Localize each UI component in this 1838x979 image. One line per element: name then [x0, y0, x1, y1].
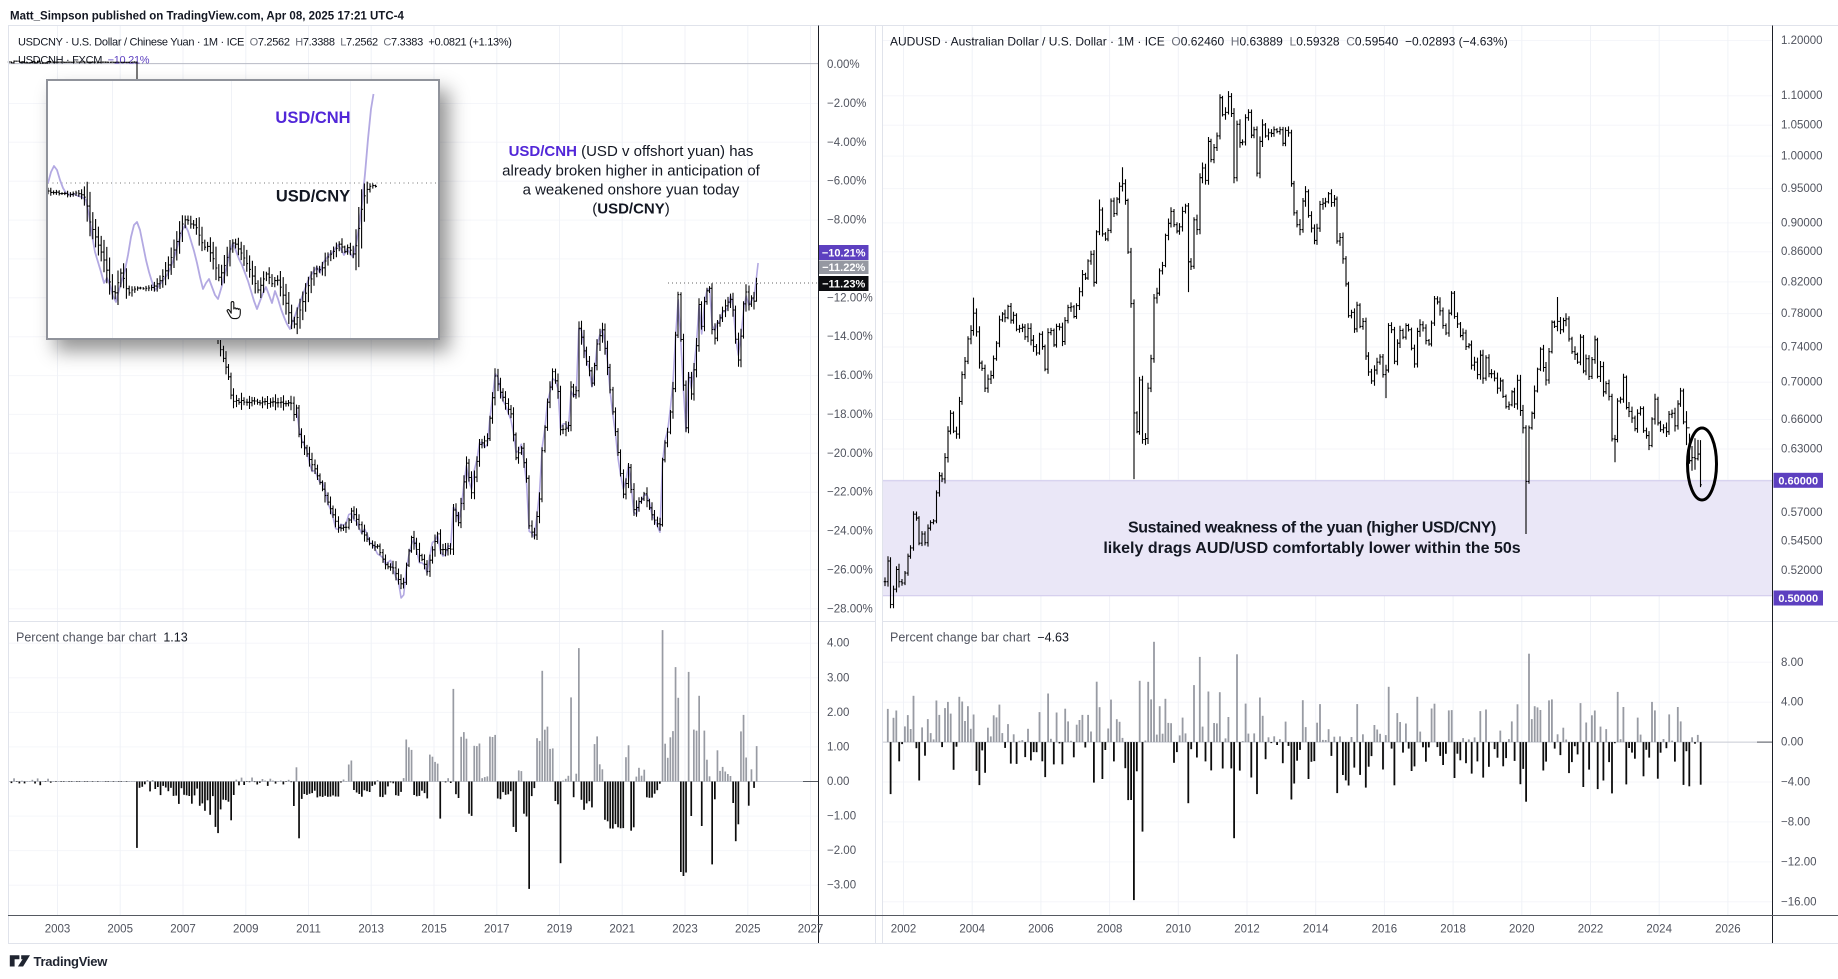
svg-text:−2.00: −2.00 [827, 845, 856, 857]
svg-text:3.00: 3.00 [827, 672, 849, 684]
svg-text:0.54500: 0.54500 [1781, 535, 1823, 547]
svg-text:2005: 2005 [107, 924, 133, 936]
svg-text:−12.00%: −12.00% [827, 292, 873, 304]
svg-text:(USD/CNY): (USD/CNY) [592, 201, 670, 218]
svg-text:Matt_Simpson published on Trad: Matt_Simpson published on TradingView.co… [10, 11, 404, 23]
svg-text:0.74000: 0.74000 [1781, 342, 1823, 354]
svg-text:−12.00: −12.00 [1781, 856, 1817, 868]
svg-text:2019: 2019 [547, 924, 573, 936]
svg-text:0.78000: 0.78000 [1781, 308, 1823, 320]
svg-text:1.00000: 1.00000 [1781, 151, 1823, 163]
svg-text:−4.00: −4.00 [1781, 777, 1810, 789]
svg-text:0.66000: 0.66000 [1781, 414, 1823, 426]
svg-text:−10.21%: −10.21% [822, 248, 866, 260]
svg-text:1.10000: 1.10000 [1781, 90, 1823, 102]
svg-text:2026: 2026 [1715, 924, 1741, 936]
svg-text:2024: 2024 [1646, 924, 1672, 936]
svg-text:USD/CNH (USD v offshort yuan): USD/CNH (USD v offshort yuan) has [509, 143, 754, 160]
svg-text:0.60000: 0.60000 [1778, 475, 1818, 487]
svg-text:0.50000: 0.50000 [1778, 593, 1818, 605]
svg-text:2021: 2021 [609, 924, 635, 936]
svg-text:AUDUSD · Australian Dollar / U: AUDUSD · Australian Dollar / U.S. Dollar… [890, 35, 1508, 49]
svg-text:2004: 2004 [959, 924, 985, 936]
svg-text:2007: 2007 [170, 924, 196, 936]
svg-text:2027: 2027 [798, 924, 824, 936]
svg-text:2006: 2006 [1028, 924, 1054, 936]
svg-text:2.00: 2.00 [827, 707, 849, 719]
svg-text:0.00%: 0.00% [827, 59, 860, 71]
svg-text:already broken higher in antic: already broken higher in anticipation of [502, 163, 760, 180]
svg-text:4.00: 4.00 [827, 638, 849, 650]
svg-text:−8.00: −8.00 [1781, 816, 1810, 828]
svg-text:−1.00: −1.00 [827, 811, 856, 823]
svg-text:−8.00%: −8.00% [827, 215, 866, 227]
svg-text:1.05000: 1.05000 [1781, 120, 1823, 132]
svg-text:2022: 2022 [1578, 924, 1604, 936]
svg-text:USDCNY · U.S. Dollar / Chinese: USDCNY · U.S. Dollar / Chinese Yuan · 1M… [18, 37, 512, 49]
svg-text:4.00: 4.00 [1781, 697, 1803, 709]
svg-text:0.90000: 0.90000 [1781, 217, 1823, 229]
svg-text:0.57000: 0.57000 [1781, 507, 1823, 519]
svg-text:1.00: 1.00 [827, 741, 849, 753]
svg-text:2025: 2025 [735, 924, 761, 936]
svg-text:2018: 2018 [1440, 924, 1466, 936]
svg-text:2002: 2002 [891, 924, 917, 936]
svg-text:−2.00%: −2.00% [827, 98, 866, 110]
svg-text:2013: 2013 [358, 924, 384, 936]
svg-text:−18.00%: −18.00% [827, 409, 873, 421]
svg-text:TradingView: TradingView [34, 954, 109, 969]
svg-text:2009: 2009 [233, 924, 259, 936]
svg-text:−16.00: −16.00 [1781, 896, 1817, 908]
svg-text:−22.00%: −22.00% [827, 487, 873, 499]
svg-text:0.95000: 0.95000 [1781, 183, 1823, 195]
svg-text:−26.00%: −26.00% [827, 564, 873, 576]
svg-text:likely drags AUD/USD comfortab: likely drags AUD/USD comfortably lower w… [1103, 540, 1520, 557]
svg-text:2015: 2015 [421, 924, 447, 936]
svg-text:2003: 2003 [45, 924, 71, 936]
svg-text:USD/CNY: USD/CNY [276, 188, 350, 206]
svg-text:0.86000: 0.86000 [1781, 246, 1823, 258]
svg-text:−3.00: −3.00 [827, 880, 856, 892]
svg-text:−4.00%: −4.00% [827, 137, 866, 149]
svg-text:0.82000: 0.82000 [1781, 276, 1823, 288]
svg-text:0.70000: 0.70000 [1781, 377, 1823, 389]
svg-text:Percent change bar chart −4.6: Percent change bar chart −4.63 [890, 631, 1069, 645]
svg-text:−11.22%: −11.22% [822, 262, 865, 274]
svg-text:2012: 2012 [1234, 924, 1260, 936]
svg-text:8.00: 8.00 [1781, 657, 1803, 669]
svg-text:−14.00%: −14.00% [827, 331, 873, 343]
svg-text:2023: 2023 [672, 924, 698, 936]
svg-text:−24.00%: −24.00% [827, 526, 873, 538]
svg-text:a weakened onshore yuan today: a weakened onshore yuan today [523, 182, 740, 199]
svg-text:−6.00%: −6.00% [827, 176, 866, 188]
svg-text:−16.00%: −16.00% [827, 370, 873, 382]
svg-text:2008: 2008 [1097, 924, 1123, 936]
svg-text:USD/CNH: USD/CNH [275, 109, 350, 127]
svg-text:2014: 2014 [1303, 924, 1329, 936]
svg-text:−20.00%: −20.00% [827, 448, 873, 460]
svg-text:2020: 2020 [1509, 924, 1535, 936]
svg-text:−11.23%: −11.23% [822, 279, 865, 291]
svg-text:2010: 2010 [1166, 924, 1192, 936]
svg-text:1.20000: 1.20000 [1781, 35, 1823, 47]
svg-text:Sustained weakness of the yuan: Sustained weakness of the yuan (higher U… [1128, 520, 1496, 537]
svg-text:0.00: 0.00 [827, 776, 849, 788]
svg-text:2017: 2017 [484, 924, 510, 936]
svg-text:USDCNH · FXCM −10.21%: USDCNH · FXCM −10.21% [18, 55, 150, 67]
svg-text:0.52000: 0.52000 [1781, 565, 1823, 577]
svg-text:2016: 2016 [1372, 924, 1398, 936]
svg-text:Percent change bar chart 1.13: Percent change bar chart 1.13 [16, 631, 188, 645]
svg-text:0.63000: 0.63000 [1781, 444, 1823, 456]
svg-text:−28.00%: −28.00% [827, 603, 873, 615]
svg-text:0.00: 0.00 [1781, 737, 1803, 749]
svg-text:2011: 2011 [296, 924, 321, 936]
